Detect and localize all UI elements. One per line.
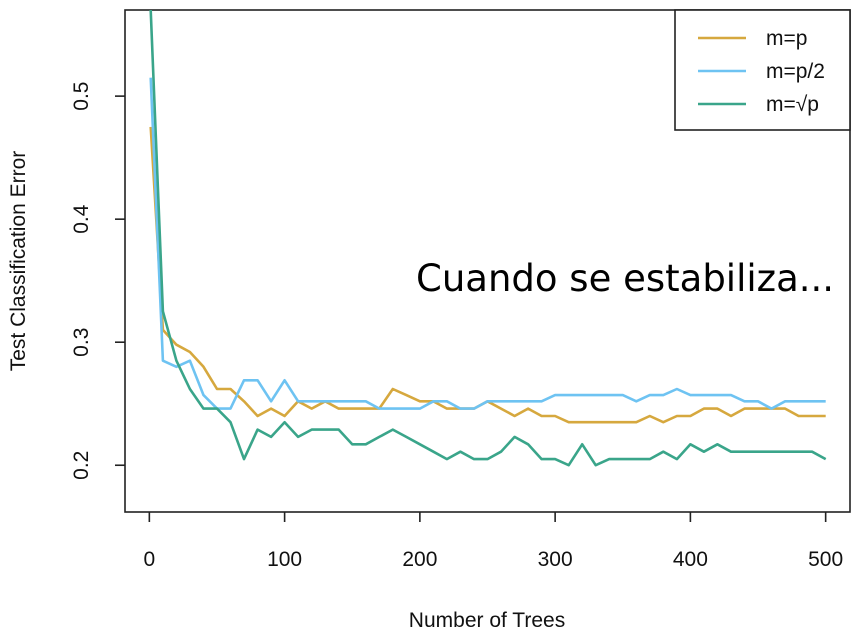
y-axis-label: Test Classification Error [7, 151, 30, 372]
x-axis: 0 100 200 300 400 500 [144, 512, 843, 571]
x-tick-label: 100 [267, 548, 302, 571]
y-tick-label: 0.5 [70, 82, 93, 111]
y-tick-label: 0.2 [70, 451, 93, 480]
legend-label: m=√p [766, 93, 819, 116]
series-line-2 [149, 77, 826, 410]
legend-label: m=p [766, 27, 807, 50]
x-tick-label: 400 [673, 548, 708, 571]
legend: m=p m=p/2 m=√p [674, 9, 851, 131]
legend-items: m=p m=p/2 m=√p [698, 27, 825, 116]
x-axis-label: Number of Trees [409, 609, 565, 632]
legend-label: m=p/2 [766, 60, 825, 83]
x-tick-label: 500 [808, 548, 843, 571]
x-tick-label: 200 [402, 548, 437, 571]
series-layer [149, 10, 827, 467]
annotation-text: Cuando se estabiliza... [416, 257, 834, 300]
x-tick-label: 0 [144, 548, 156, 571]
y-axis: 0.2 0.3 0.4 0.5 [70, 82, 125, 480]
series-line-3 [149, 10, 827, 467]
plot-frame [124, 9, 851, 513]
y-tick-label: 0.4 [70, 204, 93, 234]
y-tick-label: 0.3 [70, 328, 93, 357]
x-tick-label: 300 [538, 548, 573, 571]
